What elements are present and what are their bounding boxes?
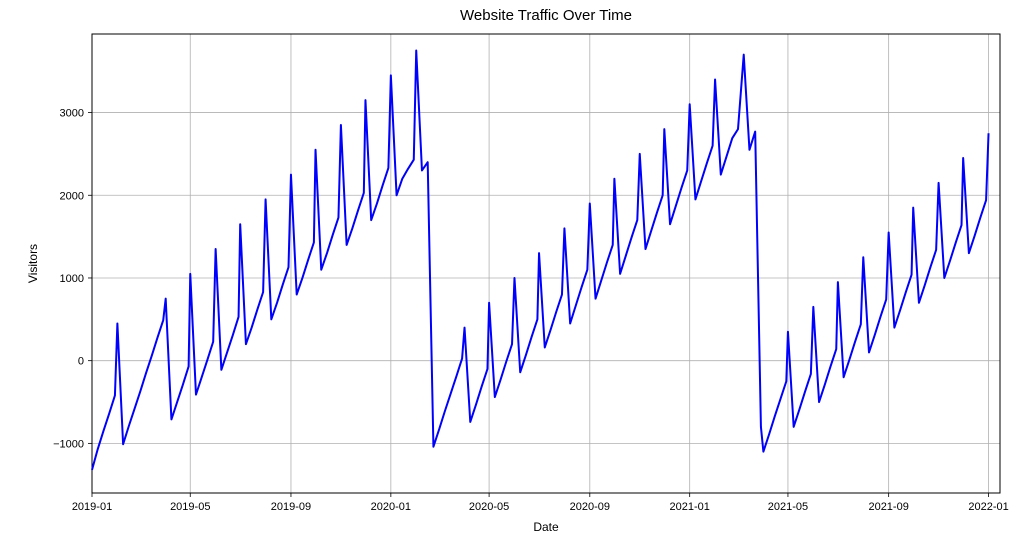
x-tick-label: 2021-09 [868, 501, 908, 513]
x-axis-label: Date [533, 520, 559, 534]
x-tick-label: 2020-05 [469, 501, 509, 513]
traffic-line-chart: 2019-01 2019-05 2019-09 2020-01 2020-05 2020-… [0, 0, 1026, 547]
x-tick-label: 2019-05 [170, 501, 210, 513]
x-tick-label: 2022-01 [968, 501, 1008, 513]
x-tick-label: 2021-05 [768, 501, 808, 513]
y-tick-label: 3000 [60, 108, 84, 120]
x-tick-label: 2019-01 [72, 501, 112, 513]
y-tick-label: 0 [78, 356, 84, 368]
y-tick-label: −1000 [53, 438, 84, 450]
y-tick-label: 2000 [60, 190, 84, 202]
x-tick-label: 2020-01 [371, 501, 411, 513]
x-tick-label: 2021-01 [670, 501, 710, 513]
chart-title: Website Traffic Over Time [460, 7, 632, 24]
x-tick-label: 2020-09 [570, 501, 610, 513]
y-axis-label: Visitors [26, 244, 40, 283]
y-tick-label: 1000 [60, 273, 84, 285]
chart-background [0, 0, 1026, 547]
x-tick-label: 2019-09 [271, 501, 311, 513]
